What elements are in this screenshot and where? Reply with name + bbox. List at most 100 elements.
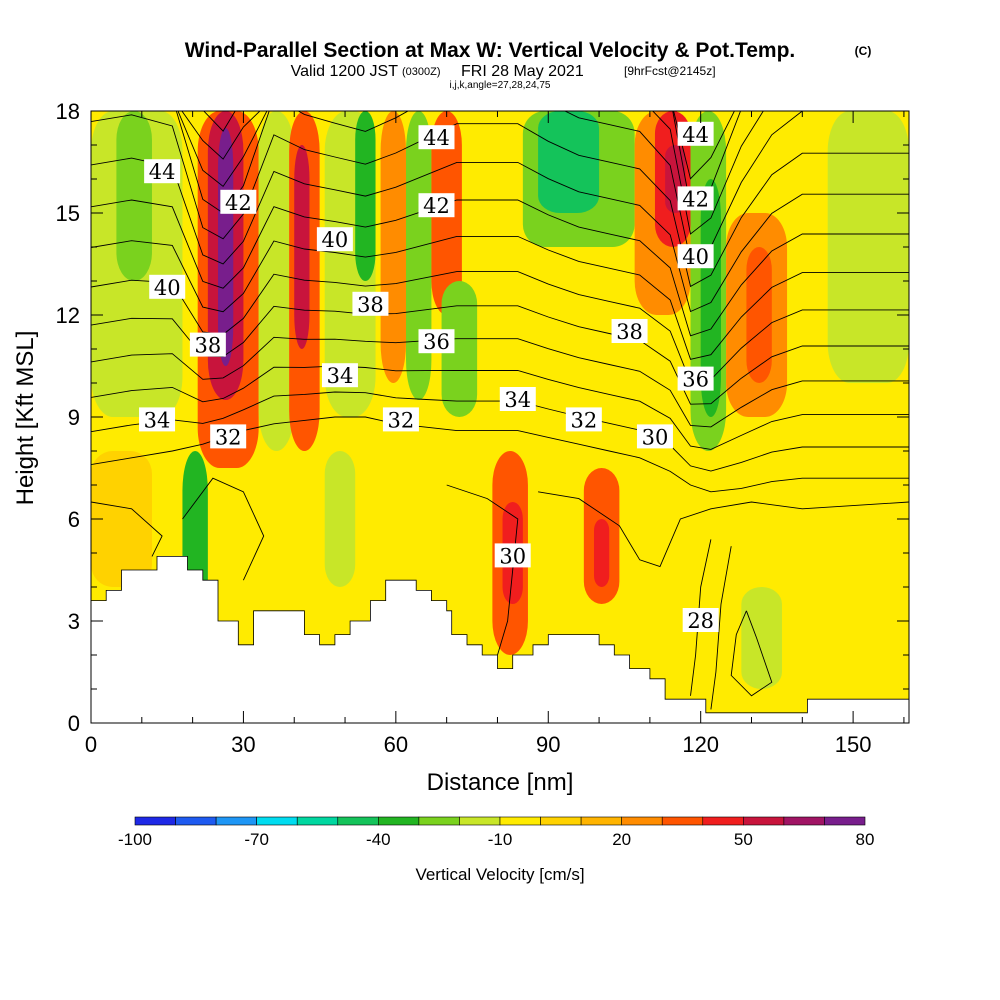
colorbar-swatch bbox=[175, 816, 217, 826]
theta-contour-label-text: 36 bbox=[423, 330, 450, 354]
y-tick-label: 6 bbox=[68, 507, 80, 532]
theta-contour-label-text: 40 bbox=[322, 228, 349, 252]
y-tick-label: 3 bbox=[68, 609, 80, 634]
theta-lowlevel-contour-2 bbox=[446, 484, 519, 656]
colorbar-swatch bbox=[783, 816, 825, 826]
theta-contour-7 bbox=[91, 199, 909, 337]
theta-contour-1 bbox=[91, 391, 909, 472]
colorbar: -100 -70 -40 -10 20 50 80 bbox=[118, 816, 875, 849]
w-cell-16 bbox=[441, 281, 478, 417]
x-tick-label: 30 bbox=[231, 732, 255, 757]
theta-contour-label-text: 28 bbox=[687, 609, 714, 633]
w-cell-6 bbox=[218, 128, 234, 366]
theta-contour-label: 38 bbox=[352, 291, 389, 317]
theta-contour-label: 34 bbox=[321, 363, 358, 388]
contour-label-group: 44 42 40 38 34 32 40 38 34 44 42 36 32 34 32 30 30 38 44 42… bbox=[139, 121, 719, 633]
y-tick-label: 0 bbox=[68, 711, 80, 736]
theta-contour-9 bbox=[91, 114, 909, 288]
y-tick-label: 15 bbox=[56, 201, 80, 226]
theta-contour-label-text: 34 bbox=[144, 408, 171, 432]
colorbar-swatch bbox=[215, 816, 257, 826]
colorbar-swatch bbox=[824, 816, 866, 826]
theta-contour-8 bbox=[91, 157, 909, 313]
theta-contour-label: 28 bbox=[682, 608, 719, 633]
w-cell-10 bbox=[324, 451, 356, 587]
theta-contour-label-text: 34 bbox=[327, 364, 354, 388]
theta-contour-label: 30 bbox=[494, 543, 531, 568]
theta-contour-3 bbox=[91, 336, 909, 428]
w-cell-2 bbox=[91, 451, 152, 587]
theta-contour-label-text: 40 bbox=[682, 245, 709, 269]
w-cell-7 bbox=[258, 111, 295, 451]
colorbar-swatch bbox=[256, 816, 298, 826]
colorbar-swatch bbox=[621, 816, 663, 826]
colorbar-swatch bbox=[499, 816, 541, 826]
colorbar-tick-label: -40 bbox=[366, 830, 391, 849]
theta-contour-label: 40 bbox=[677, 244, 714, 269]
theta-contour-label-text: 32 bbox=[570, 408, 597, 432]
colorbar-swatch bbox=[337, 816, 379, 826]
theta-lowlevel-contour-6 bbox=[730, 610, 773, 697]
colorbar-swatch bbox=[580, 816, 622, 826]
theta-contour-label-text: 38 bbox=[616, 320, 643, 344]
w-cell-22 bbox=[593, 519, 610, 587]
theta-contour-label: 38 bbox=[611, 319, 648, 344]
theta-contour-label: 32 bbox=[382, 407, 419, 432]
theta-contour-label-text: 38 bbox=[194, 334, 221, 358]
x-axis-label: Distance [nm] bbox=[427, 769, 574, 796]
colorbar-tick-label: -100 bbox=[118, 830, 152, 849]
theta-contour-label: 32 bbox=[565, 407, 602, 432]
w-cell-20 bbox=[538, 111, 600, 213]
colorbar-swatch bbox=[134, 816, 176, 826]
colorbar-title: Vertical Velocity [cm/s] bbox=[415, 865, 584, 884]
theta-contour-label-text: 30 bbox=[499, 544, 526, 568]
x-tick-label: 120 bbox=[682, 732, 719, 757]
theta-contour-label: 40 bbox=[149, 274, 186, 300]
theta-lowlevel-contour-1 bbox=[182, 477, 265, 581]
y-tick-label: 9 bbox=[68, 405, 80, 430]
theta-contour-6 bbox=[91, 235, 909, 360]
theta-contour-label-text: 44 bbox=[423, 126, 450, 150]
y-tick-label: 12 bbox=[56, 303, 80, 328]
theta-contour-label: 36 bbox=[677, 366, 714, 392]
chart-title-mark: (C) bbox=[855, 44, 872, 58]
w-cell-14 bbox=[406, 111, 432, 400]
theta-contour-label: 40 bbox=[316, 227, 353, 252]
colorbar-swatch bbox=[743, 816, 785, 826]
y-tick-label: 18 bbox=[56, 99, 80, 124]
theta-contour-label-text: 36 bbox=[682, 368, 709, 392]
theta-contour-label: 42 bbox=[677, 186, 714, 211]
x-tick-label: 60 bbox=[384, 732, 408, 757]
colorbar-swatch bbox=[702, 816, 744, 826]
chart-title: Wind-Parallel Section at Max W: Vertical… bbox=[185, 39, 796, 62]
theta-contour-label-text: 42 bbox=[423, 194, 450, 218]
w-cell-30 bbox=[741, 587, 782, 689]
colorbar-swatch bbox=[296, 816, 339, 826]
w-cell-9 bbox=[294, 145, 310, 349]
x-tick-label: 90 bbox=[536, 732, 560, 757]
grid-indices: i,j,k,angle=27,28,24,75 bbox=[450, 80, 551, 91]
theta-contour-label-text: 38 bbox=[357, 293, 384, 317]
theta-lowlevel-contour-3 bbox=[538, 491, 909, 568]
theta-lowlevel-contour-0 bbox=[91, 501, 163, 557]
theta-contour-label: 44 bbox=[144, 159, 181, 184]
colorbar-tick-label: -70 bbox=[244, 830, 269, 849]
valid-date: FRI 28 May 2021 bbox=[461, 63, 584, 80]
forecast-info: [9hrFcst@2145z] bbox=[624, 64, 716, 78]
theta-contour-2 bbox=[91, 365, 909, 450]
theta-contour-label: 30 bbox=[636, 424, 673, 449]
y-axis-label: Height [Kft MSL] bbox=[12, 331, 39, 506]
w-cell-31 bbox=[827, 111, 909, 383]
valid-prefix: Valid 1200 JST bbox=[291, 63, 399, 80]
theta-contour-label: 42 bbox=[220, 189, 257, 215]
colorbar-tick-label: 80 bbox=[856, 830, 875, 849]
theta-contour-label-text: 32 bbox=[388, 408, 415, 432]
theta-contour-5 bbox=[91, 271, 909, 383]
theta-contour-label-text: 30 bbox=[642, 425, 669, 449]
plot-area bbox=[91, 111, 909, 723]
theta-contour-label: 38 bbox=[189, 332, 226, 358]
theta-contour-12 bbox=[181, 111, 742, 208]
colorbar-swatch bbox=[378, 816, 420, 826]
